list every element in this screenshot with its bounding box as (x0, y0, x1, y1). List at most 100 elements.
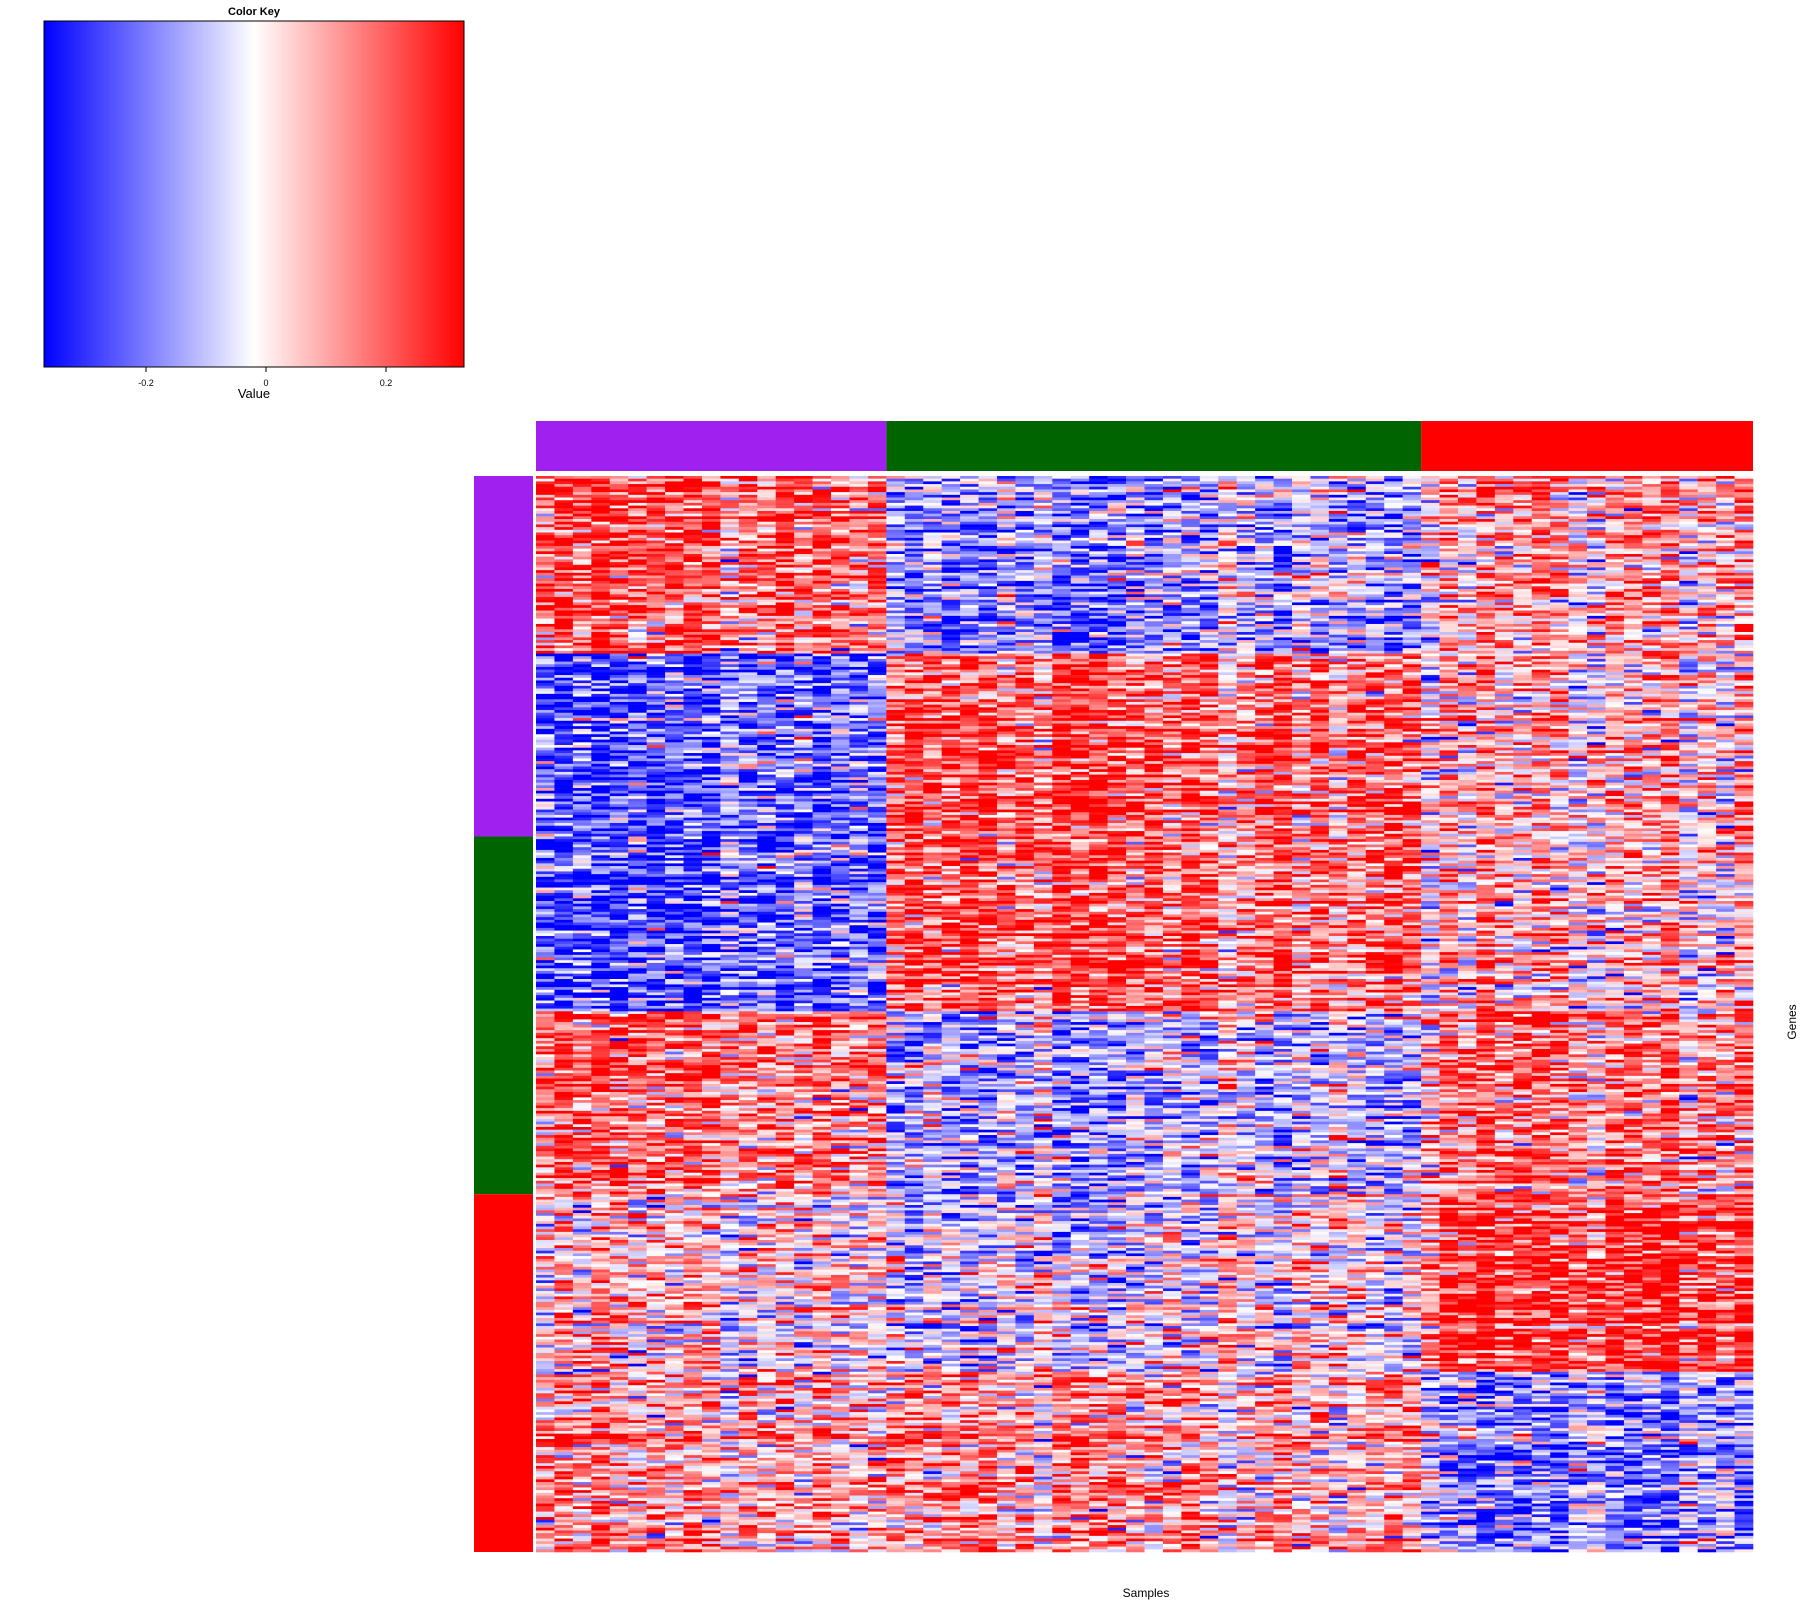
heatmap-cell (1108, 624, 1127, 627)
heatmap-cell (831, 592, 850, 595)
heatmap-cell (1181, 559, 1200, 562)
heatmap-cell (1329, 476, 1348, 479)
heatmap-cell (1384, 611, 1403, 614)
heatmap-cell (684, 535, 703, 538)
heatmap-cell (997, 549, 1016, 552)
heatmap-cell (868, 492, 887, 495)
heatmap-cell (1605, 611, 1624, 614)
heatmap-cell (1089, 573, 1108, 576)
heatmap-cell (1476, 546, 1495, 549)
heatmap-cell (1698, 476, 1717, 479)
heatmap-cell (554, 675, 573, 678)
heatmap-cell (720, 543, 739, 546)
heatmap-cell (1661, 516, 1680, 519)
heatmap-cell (1716, 651, 1735, 654)
heatmap-cell (1366, 584, 1385, 587)
heatmap-cell (1181, 635, 1200, 638)
heatmap-cell (831, 611, 850, 614)
heatmap-cell (1421, 487, 1440, 490)
heatmap-cell (1679, 648, 1698, 651)
heatmap-cell (1698, 487, 1717, 490)
heatmap-cell (1034, 498, 1053, 501)
heatmap-cell (1716, 608, 1735, 611)
heatmap-cell (1476, 672, 1495, 675)
heatmap-cell (739, 672, 758, 675)
heatmap-cell (1366, 532, 1385, 535)
heatmap-cell (1015, 645, 1034, 648)
heatmap-cell (1015, 635, 1034, 638)
heatmap-cell (1108, 578, 1127, 581)
heatmap-cell (536, 498, 555, 501)
heatmap-cell (886, 592, 905, 595)
heatmap-cell (1440, 640, 1459, 643)
heatmap-cell (1569, 524, 1588, 527)
heatmap-cell (979, 549, 998, 552)
heatmap-cell (1440, 635, 1459, 638)
heatmap-cell (1347, 651, 1366, 654)
heatmap-cell (942, 627, 961, 630)
heatmap-cell (942, 487, 961, 490)
heatmap-cell (591, 489, 610, 492)
heatmap-cell (1181, 632, 1200, 635)
heatmap-cell (1403, 567, 1422, 570)
heatmap-cell (1624, 516, 1643, 519)
heatmap-cell (1052, 508, 1071, 511)
heatmap-cell (813, 675, 832, 678)
heatmap-cell (1513, 538, 1532, 541)
heatmap-cell (813, 514, 832, 517)
heatmap-cell (1200, 629, 1219, 632)
heatmap-cell (942, 645, 961, 648)
heatmap-cell (1145, 648, 1164, 651)
heatmap-cell (610, 678, 629, 681)
heatmap-cell (1329, 538, 1348, 541)
heatmap-cell (1310, 629, 1329, 632)
heatmap-cell (1384, 562, 1403, 565)
heatmap-cell (536, 524, 555, 527)
heatmap-cell (1200, 632, 1219, 635)
heatmap-cell (1495, 514, 1514, 517)
heatmap-cell (1089, 640, 1108, 643)
heatmap-cell (1384, 514, 1403, 517)
heatmap-cell (1661, 637, 1680, 640)
heatmap-cell (684, 576, 703, 579)
heatmap-cell (554, 481, 573, 484)
heatmap-cell (1735, 648, 1754, 651)
heatmap-cell (1034, 581, 1053, 584)
heatmap-cell (1292, 570, 1311, 573)
heatmap-cell (1200, 659, 1219, 662)
heatmap-cell (1624, 611, 1643, 614)
heatmap-cell (868, 524, 887, 527)
heatmap-cell (1052, 557, 1071, 560)
heatmap-cell (1071, 514, 1090, 517)
heatmap-cell (573, 484, 592, 487)
heatmap-cell (1089, 632, 1108, 635)
heatmap-cell (942, 613, 961, 616)
heatmap-cell (1052, 578, 1071, 581)
heatmap-cell (1642, 581, 1661, 584)
heatmap-cell (997, 662, 1016, 665)
heatmap-cell (1624, 551, 1643, 554)
heatmap-cell (1403, 613, 1422, 616)
heatmap-cell (1458, 516, 1477, 519)
heatmap-cell (1532, 645, 1551, 648)
heatmap-cell (536, 656, 555, 659)
heatmap-cell (942, 565, 961, 568)
heatmap-cell (886, 611, 905, 614)
heatmap-cell (1200, 562, 1219, 565)
heatmap-cell (942, 594, 961, 597)
heatmap-cell (1347, 589, 1366, 592)
heatmap-cell (1661, 554, 1680, 557)
heatmap-cell (1200, 664, 1219, 667)
heatmap-cell (573, 522, 592, 525)
heatmap-cell (1587, 616, 1606, 619)
heatmap-cell (1145, 527, 1164, 530)
heatmap-cell (1237, 594, 1256, 597)
heatmap-cell (1661, 532, 1680, 535)
heatmap-cell (1605, 514, 1624, 517)
heatmap-cell (1403, 541, 1422, 544)
heatmap-cell (1679, 573, 1698, 576)
heatmap-cell (536, 635, 555, 638)
heatmap-cell (923, 624, 942, 627)
heatmap-cell (831, 605, 850, 608)
heatmap-cell (868, 508, 887, 511)
